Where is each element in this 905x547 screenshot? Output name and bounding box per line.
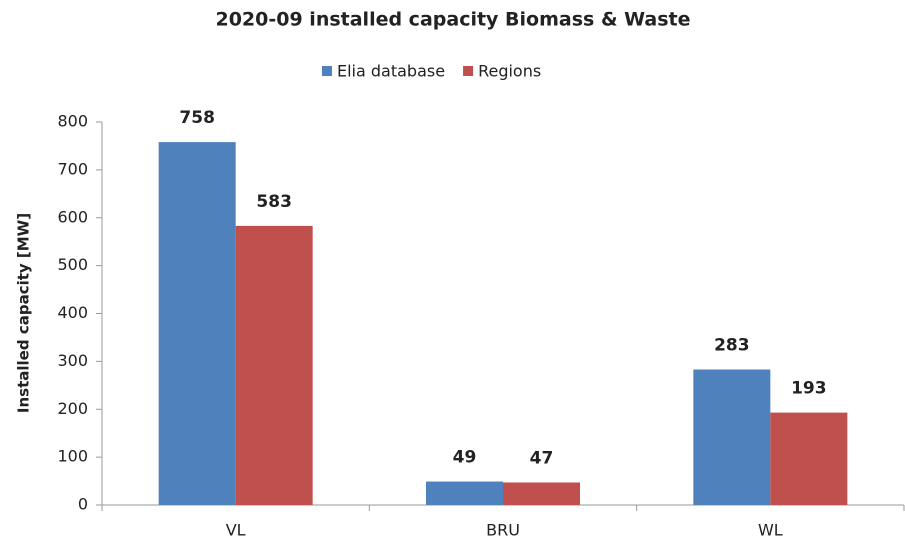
y-tick-label: 0 xyxy=(78,495,88,514)
x-tick-label: WL xyxy=(758,521,783,540)
bar xyxy=(503,482,580,505)
y-tick-label: 400 xyxy=(57,303,88,322)
y-tick-label: 100 xyxy=(57,447,88,466)
bar xyxy=(158,142,236,506)
value-label: 758 xyxy=(179,108,215,128)
bar xyxy=(426,481,503,505)
legend-swatch xyxy=(463,66,474,76)
value-label: 283 xyxy=(714,336,750,356)
value-label: 47 xyxy=(530,448,554,468)
y-tick-label: 300 xyxy=(57,351,88,370)
bar xyxy=(770,412,848,505)
chart-title: 2020-09 installed capacity Biomass & Was… xyxy=(215,9,690,31)
value-label: 49 xyxy=(453,448,477,468)
y-axis-label: Installed capacity [MW] xyxy=(15,213,33,413)
legend-label: Regions xyxy=(478,62,541,81)
legend-swatch xyxy=(322,66,332,76)
x-tick-label: BRU xyxy=(486,521,520,540)
bar xyxy=(235,225,313,506)
legend-label: Elia database xyxy=(337,62,445,81)
y-tick-label: 500 xyxy=(57,255,88,274)
y-tick-label: 200 xyxy=(57,399,88,418)
y-tick-label: 700 xyxy=(57,159,88,178)
y-tick-label: 600 xyxy=(57,207,88,226)
y-tick-label: 800 xyxy=(57,112,88,131)
value-label: 193 xyxy=(791,379,827,399)
bar xyxy=(693,369,771,505)
x-tick-label: VL xyxy=(226,521,246,540)
value-label: 583 xyxy=(256,192,292,212)
